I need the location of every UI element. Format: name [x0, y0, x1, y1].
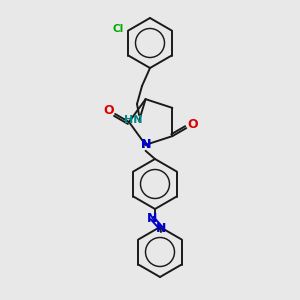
Text: Cl: Cl [113, 25, 124, 34]
Text: HN: HN [124, 115, 142, 125]
Text: N: N [147, 212, 157, 224]
Text: O: O [104, 104, 114, 117]
Text: N: N [140, 138, 151, 151]
Text: N: N [140, 138, 151, 151]
Text: N: N [156, 221, 166, 235]
Text: O: O [187, 118, 198, 131]
